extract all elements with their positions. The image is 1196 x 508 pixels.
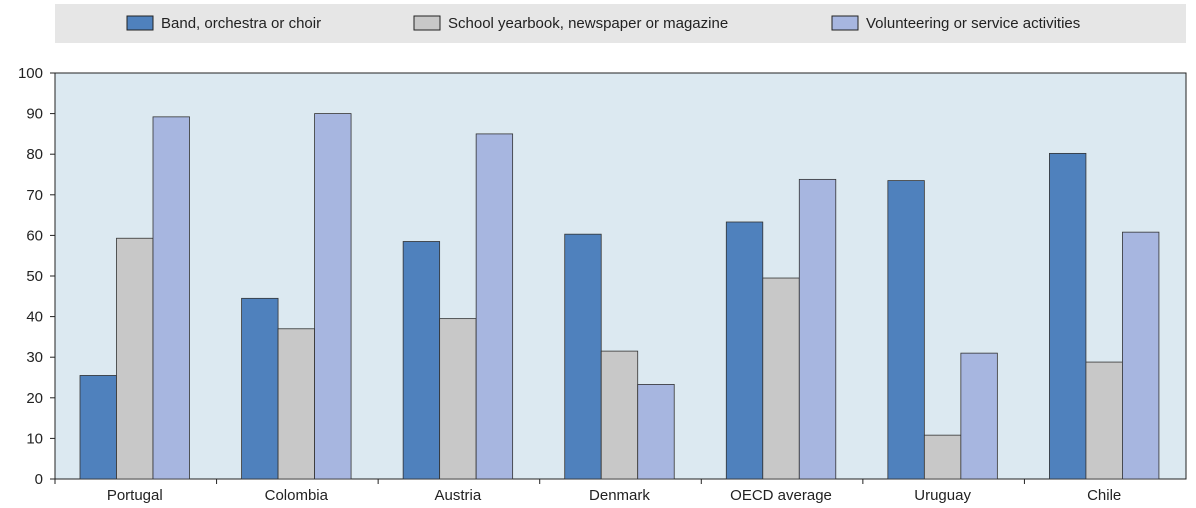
bar-volunteering (152, 116, 190, 480)
legend-swatch (831, 15, 859, 31)
x-category-label: Portugal (107, 487, 163, 504)
y-tick-label: 20 (26, 390, 43, 407)
x-category-label: Chile (1087, 487, 1121, 504)
x-axis: Portugal Colombia Austria Denmark OECD avera… (54, 479, 1121, 504)
bar-band (725, 221, 764, 480)
x-category-label: Uruguay (914, 487, 971, 504)
bar-yearbook (1085, 361, 1123, 480)
legend-swatch (413, 15, 441, 31)
y-tick-label: 50 (26, 268, 43, 285)
y-tick-label: 60 (26, 227, 43, 244)
y-tick-label: 90 (26, 106, 43, 123)
x-category-label: Austria (435, 487, 482, 504)
bar-band (79, 375, 117, 480)
y-tick-label: 30 (26, 349, 43, 366)
bar-volunteering (637, 384, 675, 480)
y-tick-label: 80 (26, 146, 43, 163)
bar-volunteering (960, 352, 998, 480)
legend-label: Volunteering or service activities (866, 15, 1080, 32)
y-tick-label: 10 (26, 430, 43, 447)
bar-band (887, 180, 925, 480)
bar-yearbook (762, 277, 800, 480)
bar-band (1049, 152, 1087, 480)
y-axis: 0 10 20 30 40 50 60 70 80 90 100 (18, 65, 55, 488)
bar-yearbook (116, 237, 154, 480)
bar-volunteering (314, 113, 352, 480)
legend-label: Band, orchestra or choir (161, 15, 321, 32)
bar-band (241, 297, 279, 480)
legend: Band, orchestra or choir School yearbook,… (126, 15, 1080, 32)
x-category-label: OECD average (730, 487, 832, 504)
y-tick-label: 40 (26, 309, 43, 326)
x-category-label: Colombia (265, 487, 329, 504)
bar-yearbook (439, 318, 477, 480)
y-tick-label: 100 (18, 65, 43, 82)
bar-volunteering (798, 178, 837, 480)
legend-label: School yearbook, newspaper or magazine (448, 15, 728, 32)
x-category-label: Denmark (589, 487, 650, 504)
legend-swatch (126, 15, 154, 31)
legend-background (55, 4, 1186, 43)
bar-yearbook (600, 350, 639, 480)
bar-yearbook (277, 328, 315, 480)
bars (79, 113, 1160, 480)
y-tick-label: 0 (35, 471, 43, 488)
bar-volunteering (1122, 231, 1160, 480)
y-tick-label: 70 (26, 187, 43, 204)
bar-band (402, 241, 441, 480)
bar-yearbook (923, 434, 962, 480)
bar-band (564, 233, 602, 480)
bar-volunteering (475, 133, 514, 480)
